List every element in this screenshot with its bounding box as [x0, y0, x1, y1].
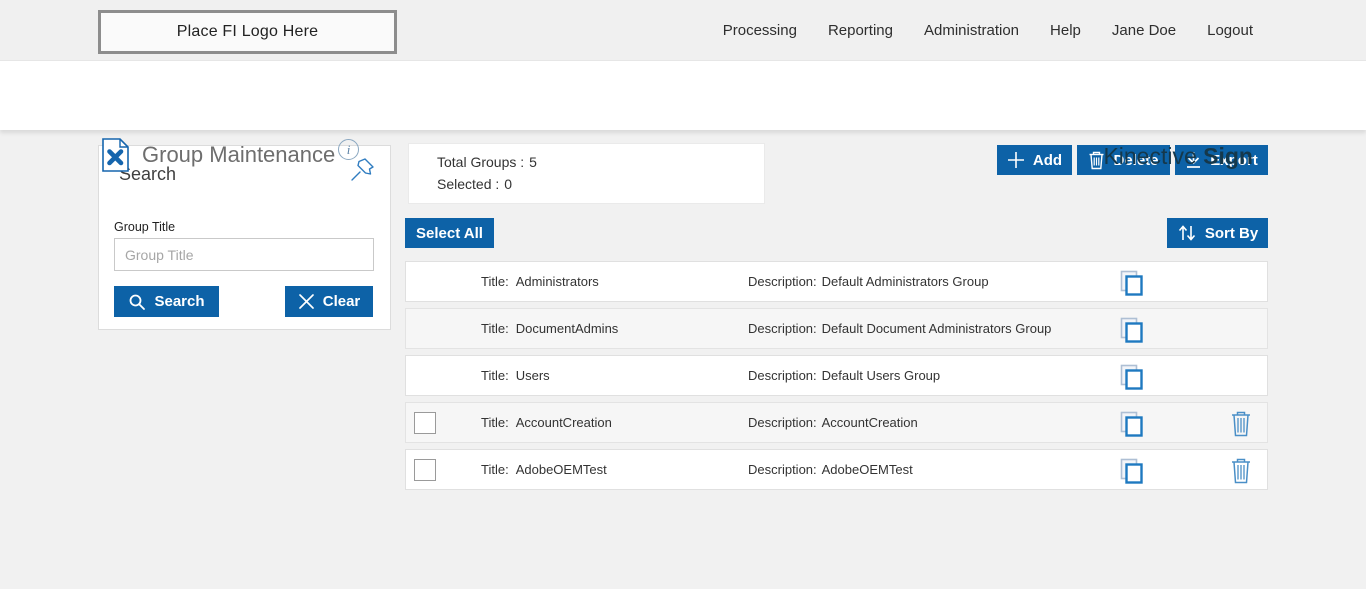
- description-label: Description:: [748, 368, 817, 383]
- sort-arrows-icon: [1178, 225, 1195, 241]
- title-label: Title:: [481, 415, 509, 430]
- search-icon: [130, 294, 146, 310]
- description-label: Description:: [748, 321, 817, 336]
- group-title: DocumentAdmins: [515, 321, 619, 336]
- top-bar: Place FI Logo Here Processing Reporting …: [0, 0, 1366, 61]
- group-title: AccountCreation: [515, 415, 612, 430]
- group-maintenance-page-tools-icon: [100, 137, 131, 178]
- group-title: Administrators: [515, 274, 599, 289]
- group-description: AccountCreation: [821, 415, 918, 430]
- row-trash-icon[interactable]: [1230, 458, 1252, 489]
- group-title-label: Group Title: [114, 220, 176, 234]
- pin-icon[interactable]: [349, 156, 376, 188]
- nav-user-jane-doe[interactable]: Jane Doe: [1111, 22, 1177, 39]
- sort-by-label: Sort By: [1204, 224, 1259, 242]
- copy-icon[interactable]: [1119, 457, 1145, 490]
- copy-icon[interactable]: [1119, 316, 1145, 349]
- selected-line: Selected : 0: [437, 176, 764, 192]
- search-button[interactable]: Search: [114, 286, 219, 317]
- add-button-label: Add: [1032, 151, 1063, 169]
- brand-logo: Kinective Sign: [1103, 143, 1253, 170]
- clear-button[interactable]: Clear: [285, 286, 373, 317]
- group-row-users: Title: Users Description: Default Users Gr…: [405, 355, 1268, 396]
- title-label: Title:: [481, 462, 509, 477]
- group-title: Users: [515, 368, 550, 383]
- row-trash-icon[interactable]: [1230, 411, 1252, 442]
- top-nav: Processing Reporting Administration Help…: [723, 0, 1253, 61]
- group-row-administrators: Title: Administrators Description: Default…: [405, 261, 1268, 302]
- export-button[interactable]: Export: [1175, 145, 1268, 175]
- search-panel: Search Group Title Search Clear: [98, 145, 391, 330]
- title-label: Title:: [481, 274, 509, 289]
- group-row-documentadmins: Title: DocumentAdmins Description: Default…: [405, 308, 1268, 349]
- description-label: Description:: [748, 274, 817, 289]
- group-description: Default Administrators Group: [821, 274, 989, 289]
- title-label: Title:: [481, 368, 509, 383]
- total-groups-label: Total Groups :: [437, 154, 525, 170]
- brand-product: Sign: [1203, 143, 1253, 169]
- description-label: Description:: [748, 415, 817, 430]
- search-button-label: Search: [154, 293, 205, 310]
- copy-icon[interactable]: [1119, 410, 1145, 443]
- delete-button-label: Delete: [1113, 151, 1159, 169]
- delete-button[interactable]: Delete: [1077, 145, 1170, 175]
- export-button-label: Export: [1210, 151, 1258, 169]
- clear-x-icon: [298, 294, 314, 309]
- group-description: AdobeOEMTest: [821, 462, 913, 477]
- group-description: Default Users Group: [821, 368, 941, 383]
- total-groups-value: 5: [529, 154, 537, 170]
- trash-icon: [1089, 151, 1104, 169]
- select-all-button[interactable]: Select All: [405, 218, 494, 248]
- group-title-input[interactable]: [114, 238, 374, 271]
- group-row-adobeoemtest: Title: AdobeOEMTest Description: AdobeOEMT…: [405, 449, 1268, 490]
- download-icon: [1187, 152, 1201, 168]
- total-groups-line: Total Groups : 5: [437, 154, 764, 170]
- info-icon[interactable]: i: [338, 139, 359, 160]
- group-row-accountcreation: Title: AccountCreation Description: Accoun…: [405, 402, 1268, 443]
- nav-processing[interactable]: Processing: [722, 22, 797, 39]
- copy-icon[interactable]: [1119, 269, 1145, 302]
- page-title: Group Maintenance: [142, 142, 336, 167]
- selected-value: 0: [504, 176, 513, 192]
- search-panel-title: Search: [119, 164, 177, 184]
- nav-logout[interactable]: Logout: [1207, 22, 1253, 39]
- groups-list: Title: Administrators Description: Default…: [405, 261, 1268, 496]
- plus-icon: [1007, 152, 1024, 168]
- row-checkbox[interactable]: [414, 459, 436, 481]
- group-title: AdobeOEMTest: [515, 462, 607, 477]
- brand-name: Kinective: [1103, 143, 1197, 169]
- group-description: Default Document Administrators Group: [821, 321, 1052, 336]
- selected-label: Selected :: [437, 176, 500, 192]
- row-checkbox[interactable]: [414, 412, 436, 434]
- nav-help[interactable]: Help: [1050, 22, 1081, 39]
- nav-administration[interactable]: Administration: [923, 22, 1020, 39]
- nav-reporting[interactable]: Reporting: [827, 22, 893, 39]
- copy-icon[interactable]: [1119, 363, 1145, 396]
- clear-button-label: Clear: [322, 293, 361, 310]
- fi-logo-placeholder: Place FI Logo Here: [98, 10, 397, 54]
- summary-box: Total Groups : 5 Selected : 0: [408, 143, 765, 204]
- description-label: Description:: [748, 462, 817, 477]
- sort-by-button[interactable]: Sort By: [1167, 218, 1268, 248]
- page-header: Group Maintenance i Kinective Sign: [0, 61, 1366, 172]
- add-button[interactable]: Add: [997, 145, 1072, 175]
- title-label: Title:: [481, 321, 509, 336]
- select-all-label: Select All: [416, 224, 483, 242]
